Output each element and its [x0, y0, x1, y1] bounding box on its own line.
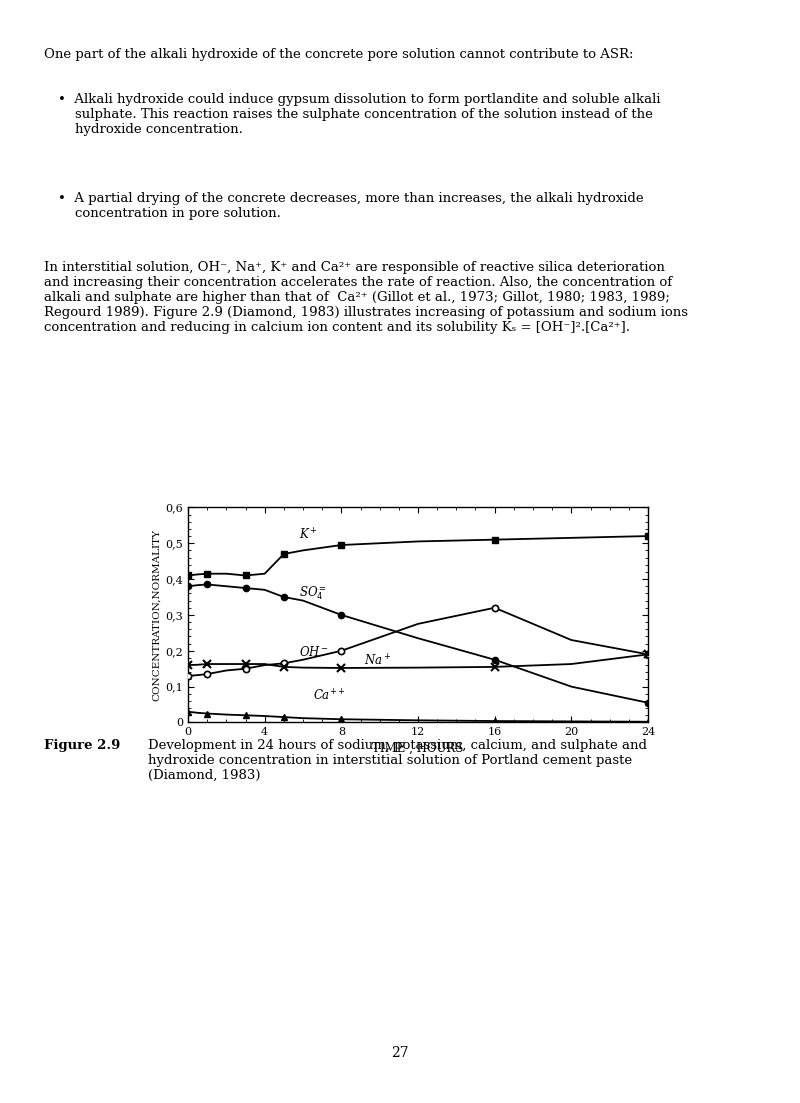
- Text: In interstitial solution, OH⁻, Na⁺, K⁺ and Ca²⁺ are responsible of reactive sili: In interstitial solution, OH⁻, Na⁺, K⁺ a…: [44, 261, 688, 334]
- X-axis label: TIME , HOURS: TIME , HOURS: [372, 741, 464, 754]
- Y-axis label: CONCENTRATION,NORMALITY: CONCENTRATION,NORMALITY: [152, 529, 162, 700]
- Text: Na$^+$: Na$^+$: [364, 653, 391, 668]
- Text: SO$_4^=$: SO$_4^=$: [299, 585, 326, 602]
- Text: Ca$^{++}$: Ca$^{++}$: [313, 688, 345, 704]
- Text: OH$^-$: OH$^-$: [299, 645, 329, 660]
- Text: •  A partial drying of the concrete decreases, more than increases, the alkali h: • A partial drying of the concrete decre…: [58, 192, 644, 219]
- Text: K$^+$: K$^+$: [299, 527, 318, 543]
- Text: Development in 24 hours of sodium, potassium, calcium, and sulphate and
hydroxid: Development in 24 hours of sodium, potas…: [148, 739, 647, 782]
- Text: Figure 2.9: Figure 2.9: [44, 739, 120, 752]
- Text: •  Alkali hydroxide could induce gypsum dissolution to form portlandite and solu: • Alkali hydroxide could induce gypsum d…: [58, 93, 661, 136]
- Text: 27: 27: [391, 1047, 409, 1060]
- Text: One part of the alkali hydroxide of the concrete pore solution cannot contribute: One part of the alkali hydroxide of the …: [44, 47, 634, 61]
